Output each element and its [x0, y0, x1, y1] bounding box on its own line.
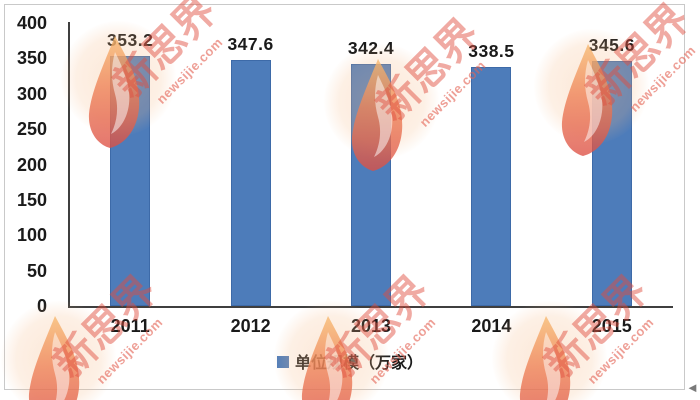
bar-value-label: 345.6: [588, 35, 635, 56]
bar-value-label: 347.6: [227, 34, 274, 55]
y-axis-label: 0: [36, 296, 47, 316]
y-axis-label: 250: [16, 119, 47, 140]
x-axis-label: 2014: [471, 316, 512, 336]
y-axis-label: 350: [16, 48, 47, 69]
x-axis-label: 2011: [110, 316, 150, 336]
bar: [110, 56, 151, 306]
bar-value-label: 338.5: [468, 40, 515, 61]
legend-label: 单位规模（万家）: [294, 355, 424, 372]
y-axis-label: 400: [16, 13, 47, 33]
x-axis-label: 2013: [350, 316, 392, 336]
bar: [351, 63, 391, 306]
y-axis-label: 200: [16, 154, 47, 175]
legend: 单位规模（万家）: [276, 349, 424, 373]
y-axis-label: 50: [26, 260, 47, 281]
bar-value-label: 353.2: [107, 30, 154, 51]
cursor-arrow-artifact: ◄: [686, 380, 699, 395]
legend-marker: [276, 356, 289, 368]
bar-value-label: 342.4: [347, 37, 395, 58]
bar: [471, 66, 512, 306]
bar: [230, 60, 271, 306]
y-axis-label: 150: [16, 189, 47, 210]
bar: [591, 61, 632, 306]
x-axis-label: 2015: [591, 316, 632, 336]
x-axis-label: 2012: [230, 316, 271, 336]
y-axis-label: 300: [16, 83, 47, 104]
y-axis-line: [68, 22, 70, 308]
y-axis-label: 100: [16, 225, 47, 246]
x-axis-line: [68, 306, 673, 308]
